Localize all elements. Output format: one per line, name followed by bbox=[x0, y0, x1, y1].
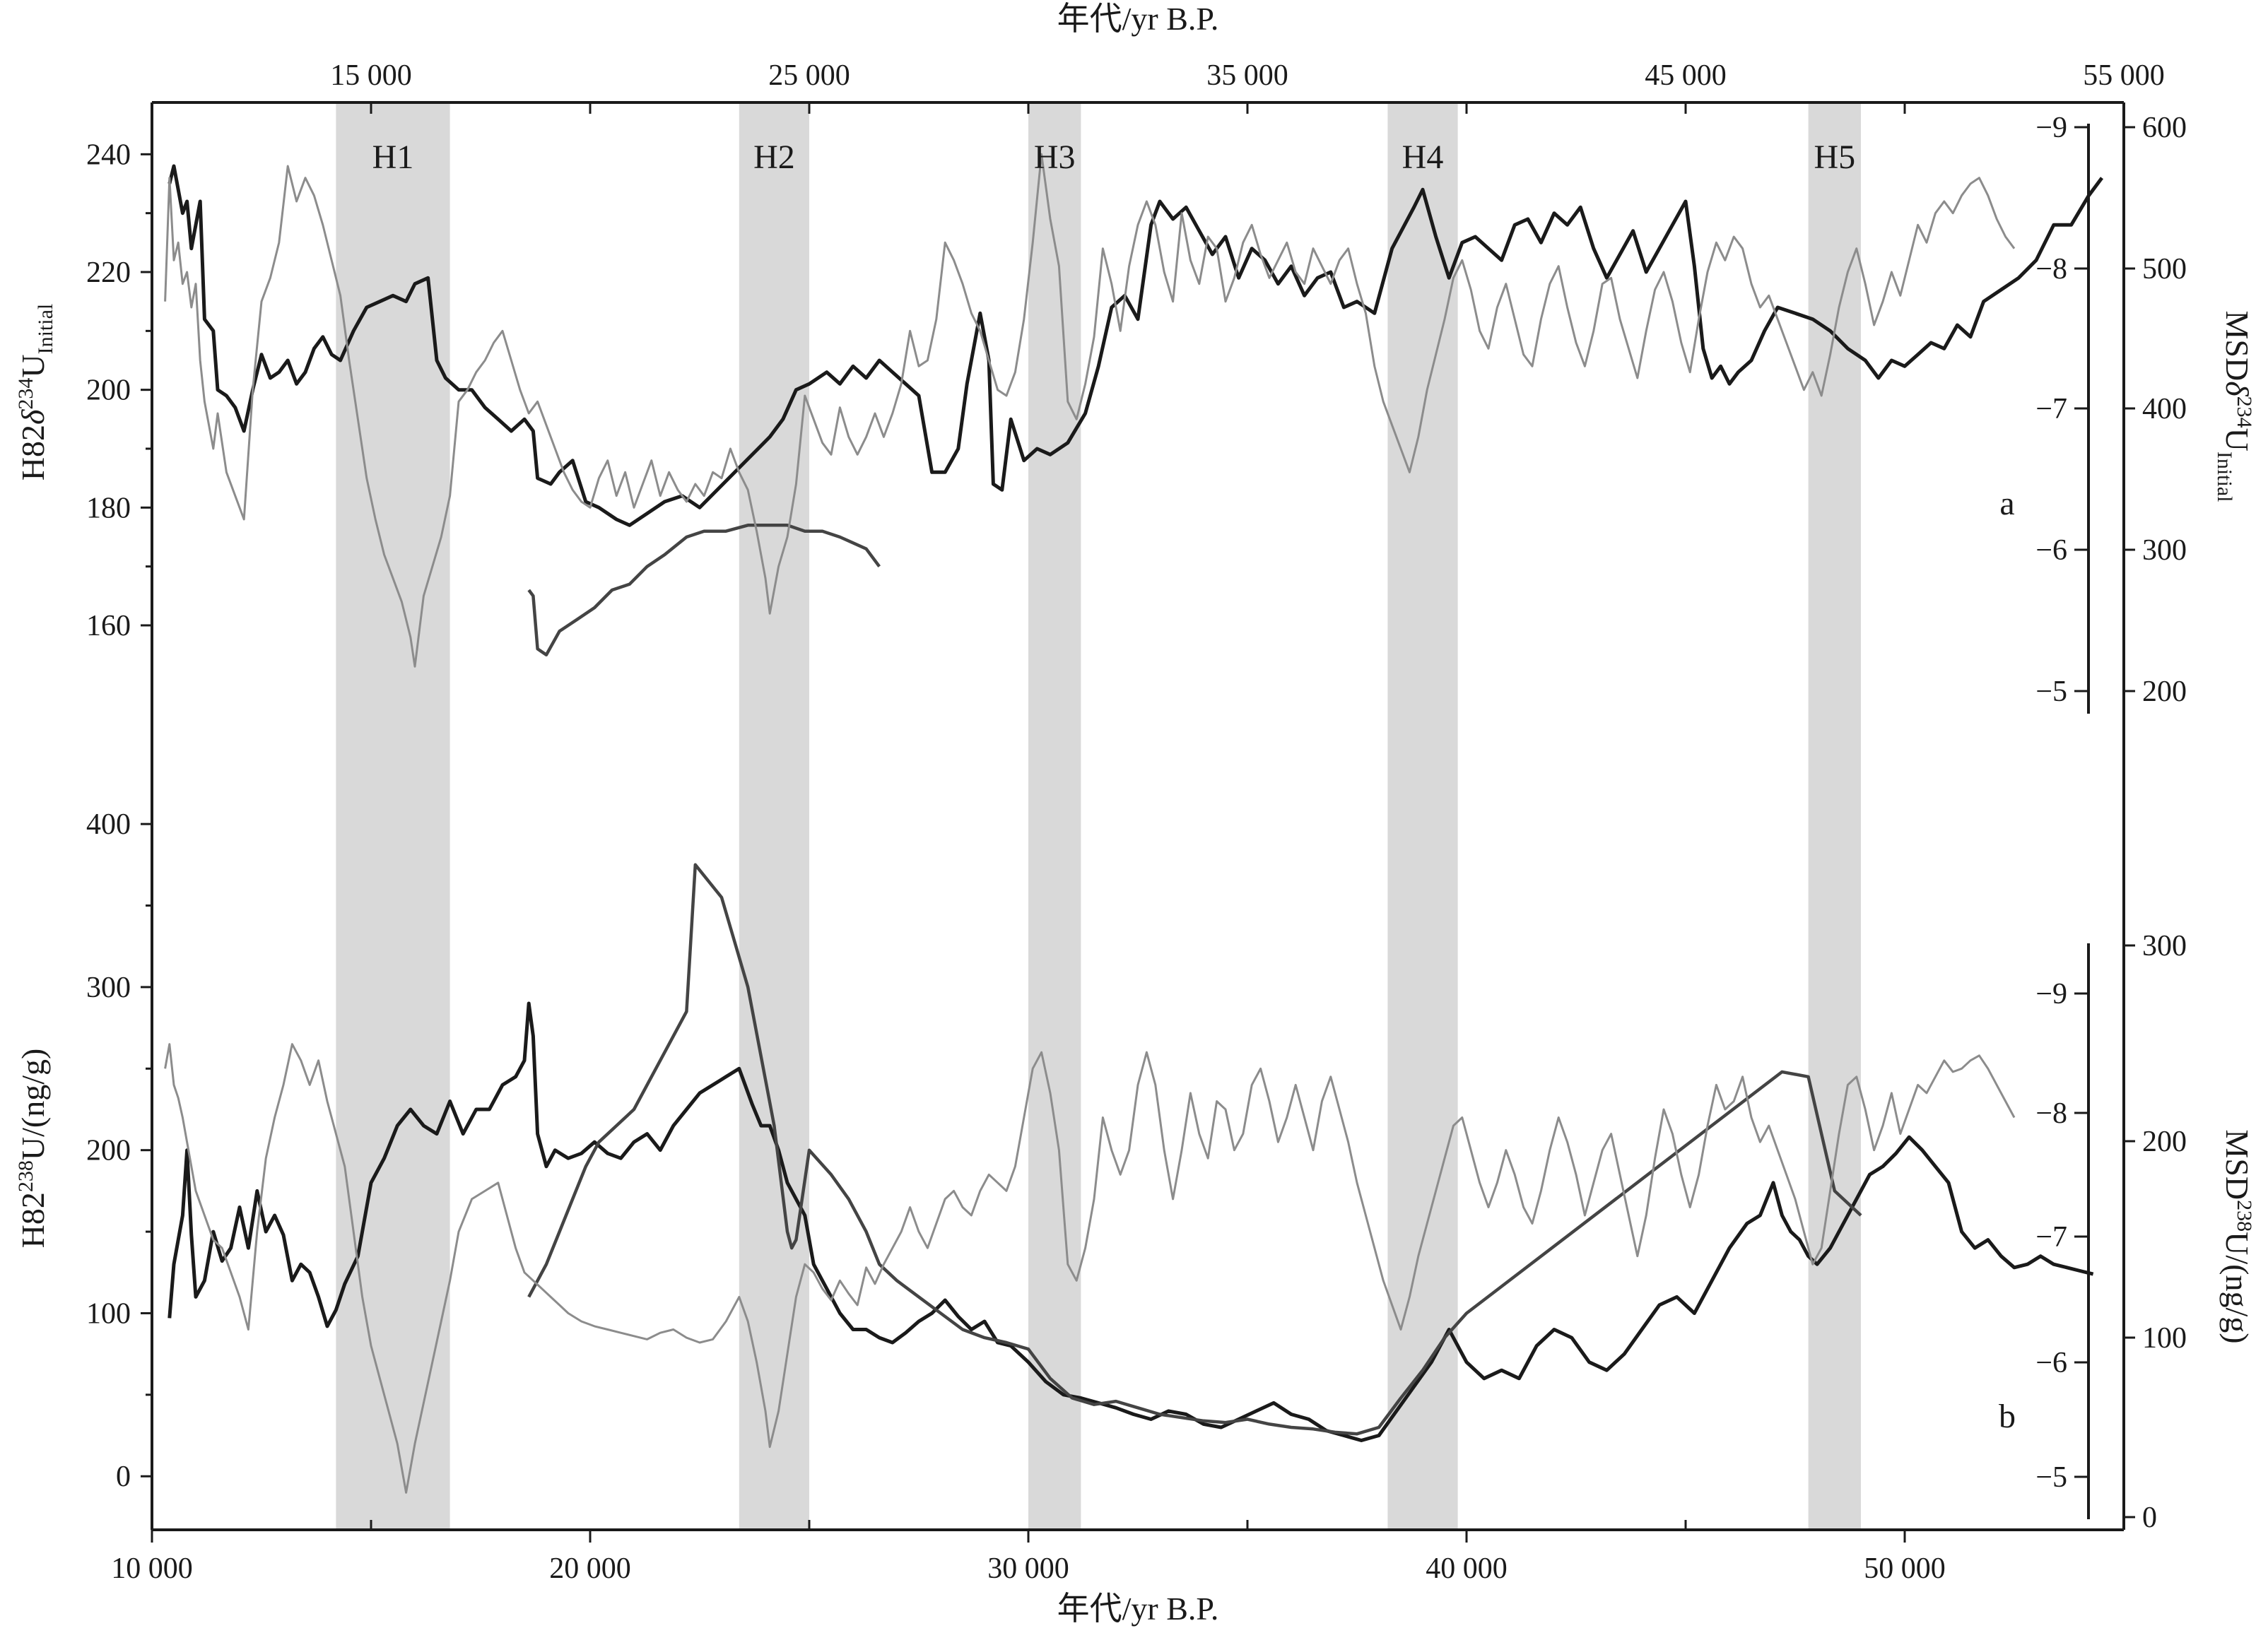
panel-b-series-1 bbox=[168, 1001, 2094, 1442]
heinrich-bands bbox=[336, 102, 1861, 1530]
panel-a-left-tick-label: 160 bbox=[86, 610, 131, 642]
labels: H1 H2 H3 H4 H5 10 000 20 000 30 000 40 000 50 000… bbox=[14, 1, 2256, 1627]
panel-a-left-tick-label: 180 bbox=[86, 492, 131, 524]
band-h5 bbox=[1808, 102, 1861, 1530]
x-tick-label-top: 15 000 bbox=[330, 59, 412, 92]
panel-b-outer-tick-label: 100 bbox=[2142, 1322, 2187, 1355]
panel-a-left-title: H82δ234UInitial bbox=[14, 304, 57, 481]
panel-a-inner-tick-label: −9 bbox=[2035, 112, 2067, 144]
panel-a-right-title-part: δ bbox=[2219, 381, 2255, 396]
band-h1 bbox=[336, 102, 450, 1530]
x-tick-label-bottom: 50 000 bbox=[1864, 1552, 1946, 1585]
panel-a-right-title-part: U bbox=[2219, 428, 2255, 452]
panel-a-left-title-part: 234 bbox=[14, 378, 37, 410]
panel-a-left-title-part: U bbox=[15, 354, 51, 377]
panel-a-left-title-part: H82 bbox=[15, 425, 51, 480]
band-label-h4: H4 bbox=[1402, 138, 1444, 176]
panel-b-left-tick-label: 200 bbox=[86, 1135, 131, 1167]
panel-b-left-tick-label: 0 bbox=[116, 1461, 131, 1493]
panel-b-inner-tick-label: −6 bbox=[2035, 1347, 2067, 1379]
panel-a-inner-tick-label: −8 bbox=[2035, 253, 2067, 285]
band-label-h3: H3 bbox=[1034, 138, 1076, 176]
panel-a-series-3 bbox=[164, 153, 2016, 668]
band-label-h2: H2 bbox=[753, 138, 795, 176]
panel-a-outer-tick-label: 300 bbox=[2142, 534, 2187, 567]
x-tick-label-top: 25 000 bbox=[768, 59, 850, 92]
panel-a-left-title-part: Initial bbox=[34, 304, 57, 355]
band-h4 bbox=[1387, 102, 1458, 1530]
panel-b-outer-tick-label: 0 bbox=[2142, 1502, 2157, 1534]
panel-a-right-title: MSDδ234UInitial bbox=[2213, 311, 2256, 502]
panel-a-outer-tick-label: 200 bbox=[2142, 676, 2187, 708]
panel-a-left-tick-label: 220 bbox=[86, 257, 131, 289]
band-label-h1: H1 bbox=[372, 138, 414, 176]
x-tick-label-top: 55 000 bbox=[2083, 59, 2165, 92]
panel-b-left-title-part: U/(ng/g) bbox=[15, 1049, 51, 1160]
panel-b-left-tick-label: 100 bbox=[86, 1297, 131, 1330]
x-tick-label-bottom: 20 000 bbox=[549, 1552, 631, 1585]
panel-b-outer-tick-label: 300 bbox=[2142, 930, 2187, 962]
panel-a-left-tick-label: 240 bbox=[86, 138, 131, 171]
axes bbox=[141, 101, 2135, 1543]
panel-b-left-title: H82238U/(ng/g) bbox=[14, 1049, 51, 1249]
panel-b-outer-tick-label: 200 bbox=[2142, 1126, 2187, 1158]
x-axis-title-bottom: 年代/yr B.P. bbox=[1057, 1591, 1219, 1627]
panel-a-left-tick-label: 200 bbox=[86, 375, 131, 407]
panel-b-left-title-part: 238 bbox=[14, 1160, 37, 1192]
panel-b-series-3 bbox=[164, 1043, 2016, 1494]
x-tick-label-bottom: 30 000 bbox=[987, 1552, 1069, 1585]
data-series bbox=[164, 153, 2104, 1494]
panel-b-inner-tick-label: −9 bbox=[2035, 978, 2067, 1010]
x-tick-label-top: 45 000 bbox=[1645, 59, 1727, 92]
panel-b-inner-tick-label: −5 bbox=[2035, 1461, 2067, 1494]
panel-b-series-2 bbox=[527, 863, 1862, 1436]
band-label-h5: H5 bbox=[1814, 138, 1855, 176]
x-tick-label-bottom: 10 000 bbox=[111, 1552, 193, 1585]
panel-b-right-title-part: MSD bbox=[2219, 1129, 2255, 1200]
panel-a-right-title-part: Initial bbox=[2213, 452, 2236, 502]
band-h3 bbox=[1028, 102, 1081, 1530]
panel-b-inner-tick-label: −7 bbox=[2035, 1221, 2067, 1254]
panel-b-inner-tick-label: −8 bbox=[2035, 1097, 2067, 1130]
panel-a-inner-tick-label: −5 bbox=[2035, 676, 2067, 708]
panel-a-outer-tick-label: 400 bbox=[2142, 393, 2187, 425]
panel-a-outer-tick-label: 600 bbox=[2142, 112, 2187, 144]
panel-a-series-1 bbox=[168, 164, 2104, 527]
panel-b-left-tick-label: 300 bbox=[86, 972, 131, 1004]
panel-a-left-title-part: δ bbox=[15, 409, 51, 425]
panel-b-right-title: MSD238U/(ng/g) bbox=[2219, 1129, 2256, 1343]
panel-a-series-2 bbox=[527, 524, 881, 656]
panel-b-right-title-part: 238 bbox=[2233, 1200, 2256, 1232]
panel-b-left-title-part: H82 bbox=[15, 1192, 51, 1248]
x-tick-label-bottom: 40 000 bbox=[1426, 1552, 1508, 1585]
band-h2 bbox=[739, 102, 809, 1530]
x-tick-label-top: 35 000 bbox=[1206, 59, 1288, 92]
panel-a-label: a bbox=[1999, 485, 2014, 522]
panel-a-outer-tick-label: 500 bbox=[2142, 253, 2187, 285]
panel-a-right-title-part: 234 bbox=[2233, 396, 2256, 428]
panel-b-label: b bbox=[1999, 1398, 2016, 1435]
panel-a-inner-tick-label: −6 bbox=[2035, 534, 2067, 567]
panel-b-left-tick-label: 400 bbox=[86, 808, 131, 841]
x-axis-title-top: 年代/yr B.P. bbox=[1057, 1, 1219, 37]
panel-a-right-title-part: MSD bbox=[2219, 311, 2255, 382]
panel-b-right-title-part: U/(ng/g) bbox=[2219, 1232, 2255, 1343]
panel-a-inner-tick-label: −7 bbox=[2035, 393, 2067, 425]
